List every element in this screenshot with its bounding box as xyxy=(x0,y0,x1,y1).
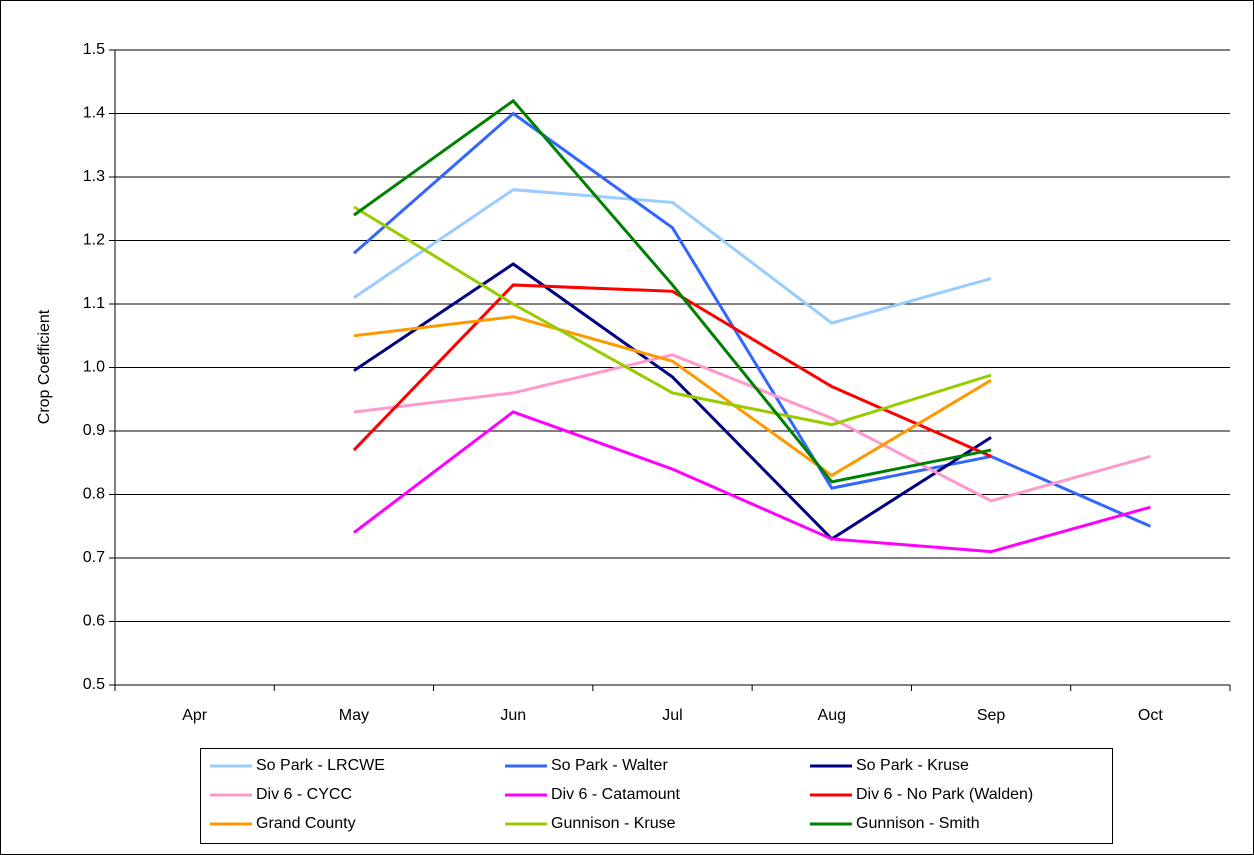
series-line xyxy=(352,283,992,458)
y-tick-label: 1.5 xyxy=(83,41,105,58)
x-tick-label: May xyxy=(339,707,369,724)
legend-label: Grand County xyxy=(256,815,356,832)
y-tick-label: 1.1 xyxy=(83,295,105,312)
y-tick-label: 1.4 xyxy=(83,105,105,122)
x-tick-label: Jul xyxy=(662,707,682,724)
legend-label: Div 6 - CYCC xyxy=(256,786,352,803)
legend-label: Div 6 - No Park (Walden) xyxy=(856,786,1033,803)
x-tick-label: Oct xyxy=(1138,707,1163,724)
legend-label: Gunnison - Kruse xyxy=(551,815,676,832)
legend-label: So Park - LRCWE xyxy=(256,757,385,774)
series-line xyxy=(353,353,1151,503)
series-line xyxy=(353,410,1151,554)
legend-box xyxy=(200,748,1113,844)
series-line xyxy=(352,111,1151,528)
y-tick-label: 0.9 xyxy=(83,422,105,439)
y-tick-label: 1.2 xyxy=(83,232,105,249)
legend-label: So Park - Kruse xyxy=(856,757,969,774)
y-axis-label: Crop Coefficient xyxy=(36,309,53,424)
x-tick-label: Jun xyxy=(500,707,526,724)
x-tick-label: Aug xyxy=(818,707,846,724)
x-tick-label: Sep xyxy=(977,707,1006,724)
series-line xyxy=(353,315,992,478)
y-tick-label: 1.0 xyxy=(83,359,105,376)
series-line xyxy=(353,98,992,484)
y-tick-label: 0.8 xyxy=(83,486,105,503)
y-tick-label: 0.7 xyxy=(83,549,105,566)
series-line xyxy=(353,262,992,541)
series-line xyxy=(353,188,992,325)
y-tick-label: 0.6 xyxy=(83,613,105,630)
legend-label: Div 6 - Catamount xyxy=(551,786,680,803)
legend-label: Gunnison - Smith xyxy=(856,815,980,832)
series-line xyxy=(353,205,992,427)
y-tick-label: 1.3 xyxy=(83,168,105,185)
x-tick-label: Apr xyxy=(182,707,208,724)
y-tick-label: 0.5 xyxy=(83,676,105,693)
legend-label: So Park - Walter xyxy=(551,757,668,774)
